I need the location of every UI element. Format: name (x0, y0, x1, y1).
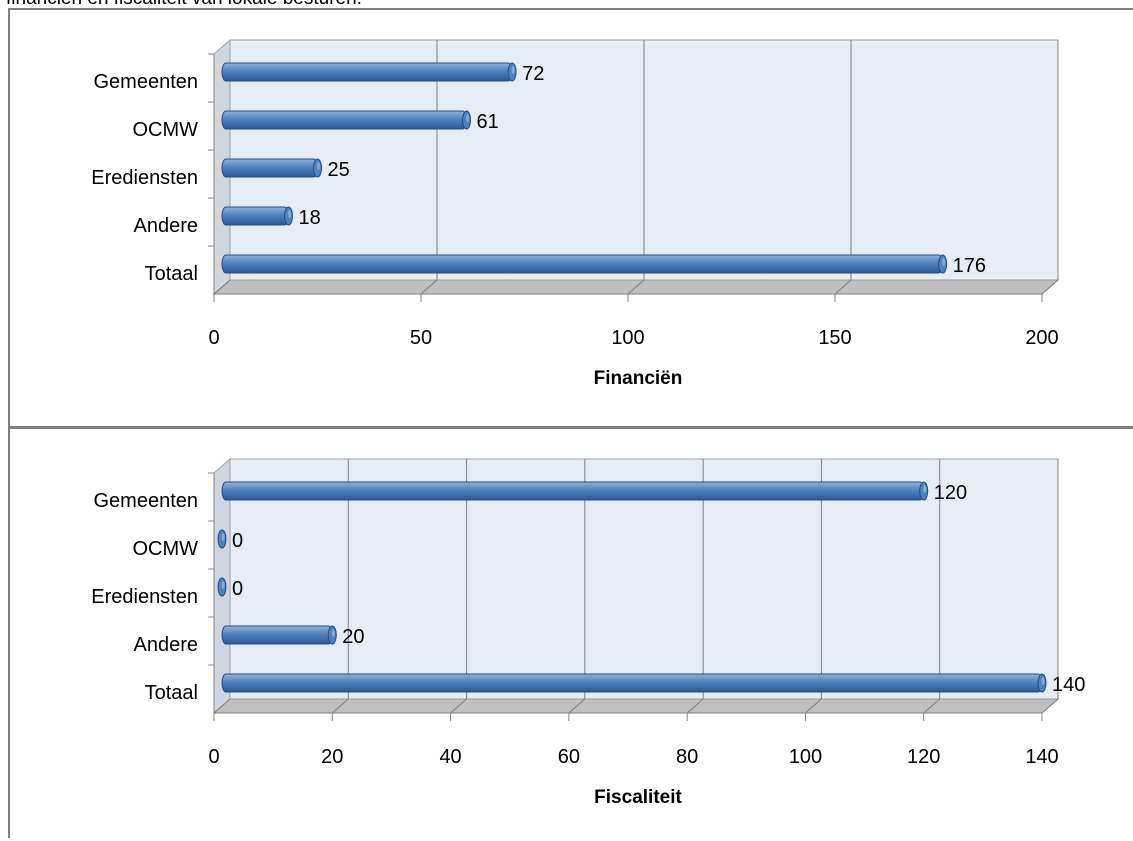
fiscaliteit-tick-label: 140 (1025, 746, 1058, 768)
financien-floor-tick (213, 279, 231, 295)
financien-bar-totaal (221, 254, 948, 274)
fiscaliteit-category-label: Andere (134, 634, 199, 656)
financien-bar-ocmw (221, 110, 472, 130)
chart-panel-fiscaliteit: 0 20 40 60 80 100 120 140 Gemeenten 120 OCMW 0 Eredi… (8, 426, 1133, 838)
fiscaliteit-category-label: Erediensten (91, 586, 198, 608)
fiscaliteit-value-label: 20 (342, 626, 364, 648)
financien-bar-gemeenten (221, 62, 517, 82)
chart-panel-financien: 0 50 100 150 200 Gemeenten 72 OCMW 61 Erediensten… (8, 8, 1133, 428)
financien-chart: 0 50 100 150 200 Gemeenten 72 OCMW 61 Erediensten… (91, 38, 1060, 389)
fiscaliteit-bar-erediensten (217, 577, 227, 597)
financien-tick-label: 50 (410, 327, 432, 349)
financien-bar-andere (221, 206, 294, 226)
financien-category-label: Totaal (145, 263, 198, 285)
financien-value-label: 25 (328, 159, 350, 181)
fiscaliteit-value-label: 0 (232, 530, 243, 552)
financien-tick-label: 0 (208, 327, 219, 349)
fiscaliteit-tick-label: 20 (321, 746, 343, 768)
financien-tick-label: 100 (611, 327, 644, 349)
fiscaliteit-value-label: 140 (1052, 674, 1085, 696)
fiscaliteit-floor-tick (213, 698, 231, 714)
fiscaliteit-tick-label: 120 (907, 746, 940, 768)
financien-tick-label: 200 (1025, 327, 1058, 349)
fiscaliteit-bar-totaal (221, 673, 1047, 693)
financien-category-label: OCMW (132, 119, 198, 141)
financien-value-label: 72 (522, 63, 544, 85)
fiscaliteit-category-label: Gemeenten (93, 490, 198, 512)
fiscaliteit-bar-gemeenten (221, 481, 929, 501)
fiscaliteit-value-label: 0 (232, 578, 243, 600)
financien-value-label: 176 (953, 255, 986, 277)
financien-floor-tick (1041, 279, 1059, 295)
fiscaliteit-axis-title: Fiscaliteit (594, 787, 682, 808)
financien-category-label: Gemeenten (93, 71, 198, 93)
financien-category-label: Andere (134, 215, 199, 237)
fiscaliteit-tick-label: 40 (439, 746, 461, 768)
fiscaliteit-floor-tick (331, 698, 349, 714)
financien-category-label: Erediensten (91, 167, 198, 189)
financien-value-label: 18 (299, 207, 321, 229)
fiscaliteit-tick-label: 60 (558, 746, 580, 768)
fiscaliteit-floor-tick (450, 698, 467, 714)
financien-floor-tick (420, 279, 438, 295)
fiscaliteit-tick-label: 80 (676, 746, 698, 768)
fiscaliteit-floor-tick (568, 698, 586, 714)
financien-floor-tick (834, 279, 852, 295)
fiscaliteit-tick-label: 0 (208, 746, 219, 768)
financien-value-label: 61 (477, 111, 499, 133)
fiscaliteit-bar-andere (221, 625, 337, 645)
financien-axis-title: Financiën (594, 368, 683, 389)
financien-bar-erediensten (221, 158, 322, 178)
fiscaliteit-bar-ocmw (217, 529, 227, 549)
fiscaliteit-tick-label: 100 (789, 746, 822, 768)
fiscaliteit-floor-tick (686, 698, 704, 714)
financien-tick-label: 150 (818, 327, 851, 349)
financien-floor-tick (627, 279, 645, 295)
fiscaliteit-chart: 0 20 40 60 80 100 120 140 Gemeenten 120 OCMW 0 Eredi… (91, 457, 1085, 808)
fiscaliteit-floor-tick (1041, 698, 1059, 714)
fiscaliteit-category-label: Totaal (145, 682, 198, 704)
figure-caption: financiën en fiscaliteit van lokale best… (6, 0, 362, 10)
fiscaliteit-value-label: 120 (934, 482, 967, 504)
fiscaliteit-floor-tick (923, 698, 941, 714)
fiscaliteit-floor-tick (805, 698, 822, 714)
fiscaliteit-category-label: OCMW (132, 538, 198, 560)
